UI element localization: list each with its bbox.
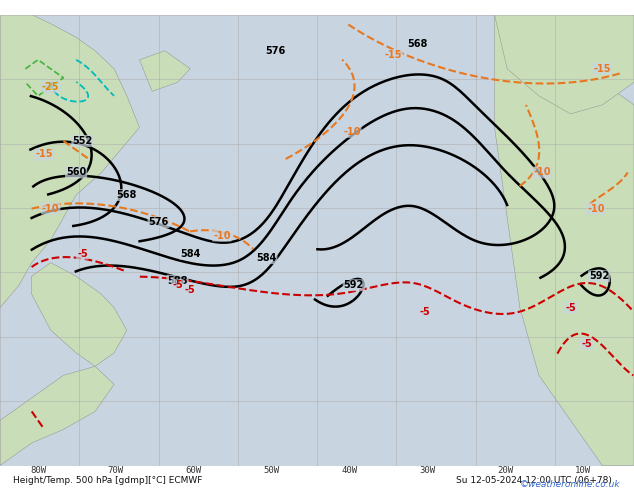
Text: -5: -5 [172,280,183,290]
Text: 30W: 30W [420,466,436,475]
Text: Height/Temp. 500 hPa [gdmp][°C] ECMWF: Height/Temp. 500 hPa [gdmp][°C] ECMWF [13,476,202,485]
Text: 50W: 50W [264,466,280,475]
Text: -5: -5 [420,307,430,317]
Polygon shape [32,263,127,367]
Text: -5: -5 [185,285,195,294]
Text: 592: 592 [344,280,364,290]
Polygon shape [495,15,634,114]
Text: 588: 588 [167,276,188,286]
Text: -10: -10 [213,231,231,241]
Text: -15: -15 [384,50,402,60]
Text: 60W: 60W [186,466,202,475]
Text: 560: 560 [66,168,86,177]
Text: -15: -15 [36,149,53,159]
Text: 584: 584 [256,253,276,263]
Polygon shape [495,15,634,465]
Text: 576: 576 [148,217,169,227]
Text: -15: -15 [593,64,611,74]
Text: 70W: 70W [108,466,124,475]
Text: -10: -10 [343,127,361,137]
Polygon shape [0,367,114,465]
Text: 552: 552 [72,136,93,146]
Text: -25: -25 [42,82,60,92]
Text: Su 12-05-2024 12:00 UTC (06+78): Su 12-05-2024 12:00 UTC (06+78) [456,476,612,485]
Text: -5: -5 [77,248,87,259]
Text: 576: 576 [266,46,286,56]
Text: -10: -10 [42,203,60,214]
Text: 568: 568 [407,39,427,49]
Text: 10W: 10W [575,466,592,475]
Polygon shape [139,51,190,91]
Text: 80W: 80W [30,466,46,475]
Text: 20W: 20W [497,466,514,475]
Text: 568: 568 [117,190,137,200]
Polygon shape [0,15,139,308]
Text: -10: -10 [533,168,551,177]
Text: -5: -5 [566,303,576,313]
Text: 40W: 40W [342,466,358,475]
Text: -5: -5 [581,339,592,349]
Text: ©weatheronline.co.uk: ©weatheronline.co.uk [520,480,621,489]
Text: -10: -10 [587,203,605,214]
Text: 592: 592 [589,271,609,281]
Text: 584: 584 [180,248,200,259]
